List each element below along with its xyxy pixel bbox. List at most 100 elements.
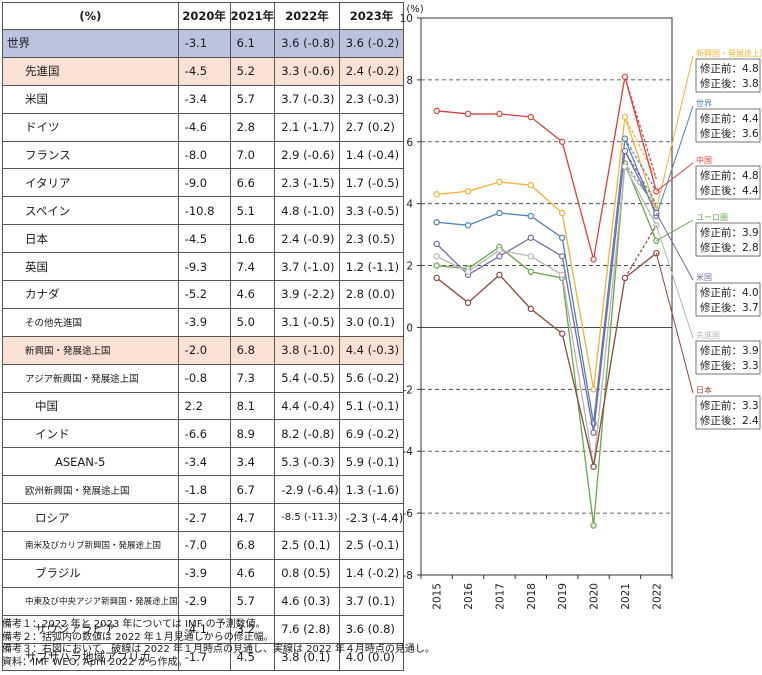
value-2021: 7.4 <box>229 252 276 282</box>
value-2022: 2.9 (-0.6) <box>274 140 340 170</box>
value-2022: 4.8 (-1.0) <box>274 196 340 226</box>
region-name: 世界 <box>2 29 179 58</box>
region-name: イタリア <box>2 168 179 198</box>
data-point <box>464 268 472 275</box>
region-name: 新興国・発展途上国 <box>2 335 179 365</box>
value-2020: -3.9 <box>177 307 231 337</box>
revision-box <box>695 395 761 430</box>
data-point <box>464 110 472 118</box>
value-2023: 1.4 (-0.2) <box>338 558 405 588</box>
region-name: ASEAN-5 <box>2 447 179 477</box>
value-2020: -3.4 <box>177 84 231 114</box>
revision-box <box>695 222 761 257</box>
series-line <box>436 76 657 260</box>
value-2022: 3.8 (0.1) <box>274 642 340 672</box>
header-2020: 2020年 <box>177 2 231 30</box>
y-tick-label: -2 <box>403 384 413 396</box>
series-name-label: 先進国 <box>696 330 720 340</box>
series-jan-forecast-dashed-line <box>624 225 657 279</box>
data-point <box>558 330 566 337</box>
x-tick-label: 2021 <box>620 583 632 610</box>
region-name: カナダ <box>2 280 179 309</box>
value-2022: -2.9 (-6.4) <box>274 475 340 505</box>
region-name: 欧州新興国・発展途上国 <box>2 475 179 505</box>
data-point <box>433 191 440 198</box>
data-point <box>621 274 629 282</box>
data-point <box>653 222 660 229</box>
data-point <box>433 274 440 282</box>
leader-line <box>655 225 694 339</box>
y-tick-label: -8 <box>403 570 413 582</box>
revision-before-label: 修正前：4.8 <box>700 62 759 75</box>
data-point <box>558 271 566 279</box>
revision-after-label: 修正後：4.4 <box>700 184 759 197</box>
data-point <box>590 386 597 393</box>
revision-after-label: 修正後：3.3 <box>700 359 759 372</box>
table-row: 中東及び中央アジア新興国・発展途上国 -2.9 5.7 4.6 (0.3) 3.7 (0… <box>2 586 405 616</box>
data-point <box>590 256 597 263</box>
data-point <box>527 253 535 260</box>
series-line <box>436 116 657 390</box>
value-2022: 2.4 (-0.9) <box>274 224 340 254</box>
value-2022: 2.5 (0.1) <box>274 531 340 560</box>
table-row: 日本 -4.5 1.6 2.4 (-0.9) 2.3 (0.5) <box>2 224 405 254</box>
data-point <box>496 246 503 254</box>
table-row: イタリア -9.0 6.6 2.3 (-1.5) 1.7 (-0.5) <box>2 168 405 198</box>
revision-before-label: 修正前：4.4 <box>700 112 759 125</box>
data-point <box>464 299 472 306</box>
table-row: ロシア -2.7 4.7 -8.5 (-11.3) -2.3 (-4.4) <box>2 503 405 533</box>
table-row: ドイツ -4.6 2.8 2.1 (-1.7) 2.7 (0.2) <box>2 112 405 142</box>
table-row: 先進国 -4.5 5.2 3.3 (-0.6) 2.4 (-0.2) <box>2 56 405 86</box>
y-tick-label: -4 <box>403 446 414 458</box>
revision-box <box>695 58 761 93</box>
value-2021: 1.6 <box>229 224 276 254</box>
region-name: スペイン <box>2 196 179 226</box>
table-row: サウジアラビア -4.1 3.2 7.6 (2.8) 3.6 (0.8) <box>2 614 405 644</box>
revision-after-label: 修正後：3.7 <box>700 301 759 314</box>
value-2022: 7.6 (2.8) <box>274 614 340 644</box>
series-name-label: 世界 <box>696 98 712 108</box>
value-2020: -0.8 <box>177 363 231 393</box>
value-2023: 2.7 (0.2) <box>338 112 405 142</box>
value-2020: -10.8 <box>177 196 231 226</box>
region-name: フランス <box>2 140 179 170</box>
data-point <box>558 253 566 260</box>
table-row: 南米及びカリブ新興国・発展途上国 -7.0 6.8 2.5 (0.1) 2.5 (-0.… <box>2 531 405 560</box>
data-point <box>496 110 503 118</box>
region-name: その他先進国 <box>2 307 179 337</box>
table-row: 世界 -3.1 6.1 3.6 (-0.8) 3.6 (-0.2) <box>2 29 405 58</box>
value-2023: 2.3 (0.5) <box>338 224 405 254</box>
value-2021: 4.6 <box>229 280 276 309</box>
data-point <box>590 463 597 470</box>
table-row: 中国 2.2 8.1 4.4 (-0.4) 5.1 (-0.1) <box>2 391 405 421</box>
leader-line <box>655 212 694 281</box>
leader-line <box>656 219 694 242</box>
value-2021: 2.8 <box>229 112 276 142</box>
value-2022: 0.8 (0.5) <box>274 558 340 588</box>
table-header-row: (%) 2020年 2021年 2022年 2023年 <box>2 2 405 30</box>
x-tick-label: 2020 <box>589 583 601 610</box>
region-name: サブサハラ地域アフリカ <box>2 642 179 672</box>
value-2021: 5.1 <box>229 196 276 226</box>
data-point <box>496 271 503 279</box>
revision-after-label: 修正後：3.6 <box>700 127 759 140</box>
value-2020: -3.9 <box>177 558 231 588</box>
series-name-label: 中国 <box>696 155 712 165</box>
growth-line-chart: 10 8 6 4 2 0 -2 -4 -6 -8 (%) 2015 2016 2017 2018 2019 20… <box>400 4 762 610</box>
x-tick-label: 2019 <box>557 583 569 610</box>
value-2021: 6.8 <box>229 335 276 365</box>
footnote-2: 備考２：括弧内の数値は 2022 年１月見通しからの修正幅。 <box>2 631 274 643</box>
value-2021: 4.7 <box>229 503 276 533</box>
value-2023: 2.5 (-0.1) <box>338 531 405 560</box>
value-2022: 3.7 (-0.3) <box>274 84 340 114</box>
x-tick-label: 2017 <box>494 583 506 610</box>
value-2020: -1.8 <box>177 475 231 505</box>
value-2021: 6.8 <box>229 531 276 560</box>
region-name: 南米及びカリブ新興国・発展途上国 <box>2 531 179 560</box>
value-2023: 5.9 (-0.1) <box>338 447 405 477</box>
data-point <box>621 113 629 121</box>
table-row: 新興国・発展途上国 -2.0 6.8 3.8 (-1.0) 4.4 (-0.3) <box>2 335 405 365</box>
data-point <box>590 429 597 436</box>
series-jan-forecast-dashed-line <box>624 166 657 208</box>
table-row: その他先進国 -3.9 5.0 3.1 (-0.5) 3.0 (0.1) <box>2 307 405 337</box>
